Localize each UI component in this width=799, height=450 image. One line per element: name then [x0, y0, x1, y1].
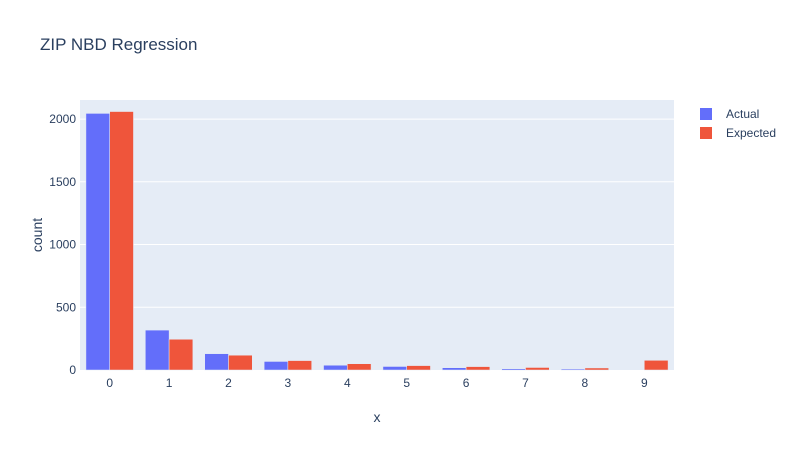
bar-expected-0[interactable] — [109, 111, 134, 371]
bar-expected-9[interactable] — [644, 360, 669, 371]
y-axis-title: count — [29, 218, 45, 252]
bar-expected-3[interactable] — [287, 360, 312, 371]
x-tick-label: 9 — [641, 376, 648, 390]
legend-label-expected[interactable]: Expected — [726, 126, 776, 140]
bar-actual-1[interactable] — [145, 329, 170, 371]
x-tick-label: 1 — [166, 376, 173, 390]
x-tick-label: 4 — [344, 376, 351, 390]
x-tick-label: 0 — [106, 376, 113, 390]
x-tick-labels: 0 1 2 3 4 5 6 7 8 9 — [106, 376, 648, 390]
bar-actual-7[interactable] — [501, 368, 526, 371]
legend-swatch-actual[interactable] — [700, 108, 712, 120]
y-tick-label: 0 — [69, 363, 76, 377]
x-tick-label: 3 — [285, 376, 292, 390]
bar-expected-7[interactable] — [525, 367, 550, 371]
bar-actual-5[interactable] — [382, 366, 407, 371]
x-tick-label: 7 — [522, 376, 529, 390]
x-tick-label: 6 — [463, 376, 470, 390]
legend[interactable]: Actual Expected — [700, 107, 776, 140]
x-axis-title: x — [374, 409, 381, 425]
gridlines — [80, 118, 674, 308]
bar-actual-4[interactable] — [323, 364, 348, 371]
y-tick-labels: 0 500 1000 1500 2000 — [49, 112, 76, 377]
bar-expected-6[interactable] — [465, 366, 491, 371]
bar-expected-4[interactable] — [347, 363, 372, 371]
bars — [85, 111, 669, 371]
y-tick-label: 1500 — [49, 175, 76, 189]
y-tick-label: 500 — [56, 300, 76, 314]
legend-label-actual[interactable]: Actual — [726, 107, 759, 121]
bar-actual-0[interactable] — [85, 113, 110, 371]
plot-background — [80, 100, 674, 370]
bar-expected-5[interactable] — [406, 365, 431, 371]
y-tick-label: 1000 — [49, 238, 76, 252]
bar-actual-6[interactable] — [442, 367, 467, 371]
bar-actual-8[interactable] — [560, 368, 586, 371]
legend-swatch-expected[interactable] — [700, 127, 712, 139]
bar-expected-1[interactable] — [168, 339, 194, 371]
x-tick-label: 8 — [582, 376, 589, 390]
x-tick-label: 2 — [225, 376, 232, 390]
bar-expected-2[interactable] — [228, 354, 253, 371]
x-tick-label: 5 — [403, 376, 410, 390]
bar-expected-8[interactable] — [584, 367, 609, 371]
bar-actual-2[interactable] — [204, 353, 229, 371]
bar-actual-3[interactable] — [263, 361, 289, 371]
chart-title: ZIP NBD Regression — [40, 35, 197, 54]
y-tick-label: 2000 — [49, 112, 76, 126]
